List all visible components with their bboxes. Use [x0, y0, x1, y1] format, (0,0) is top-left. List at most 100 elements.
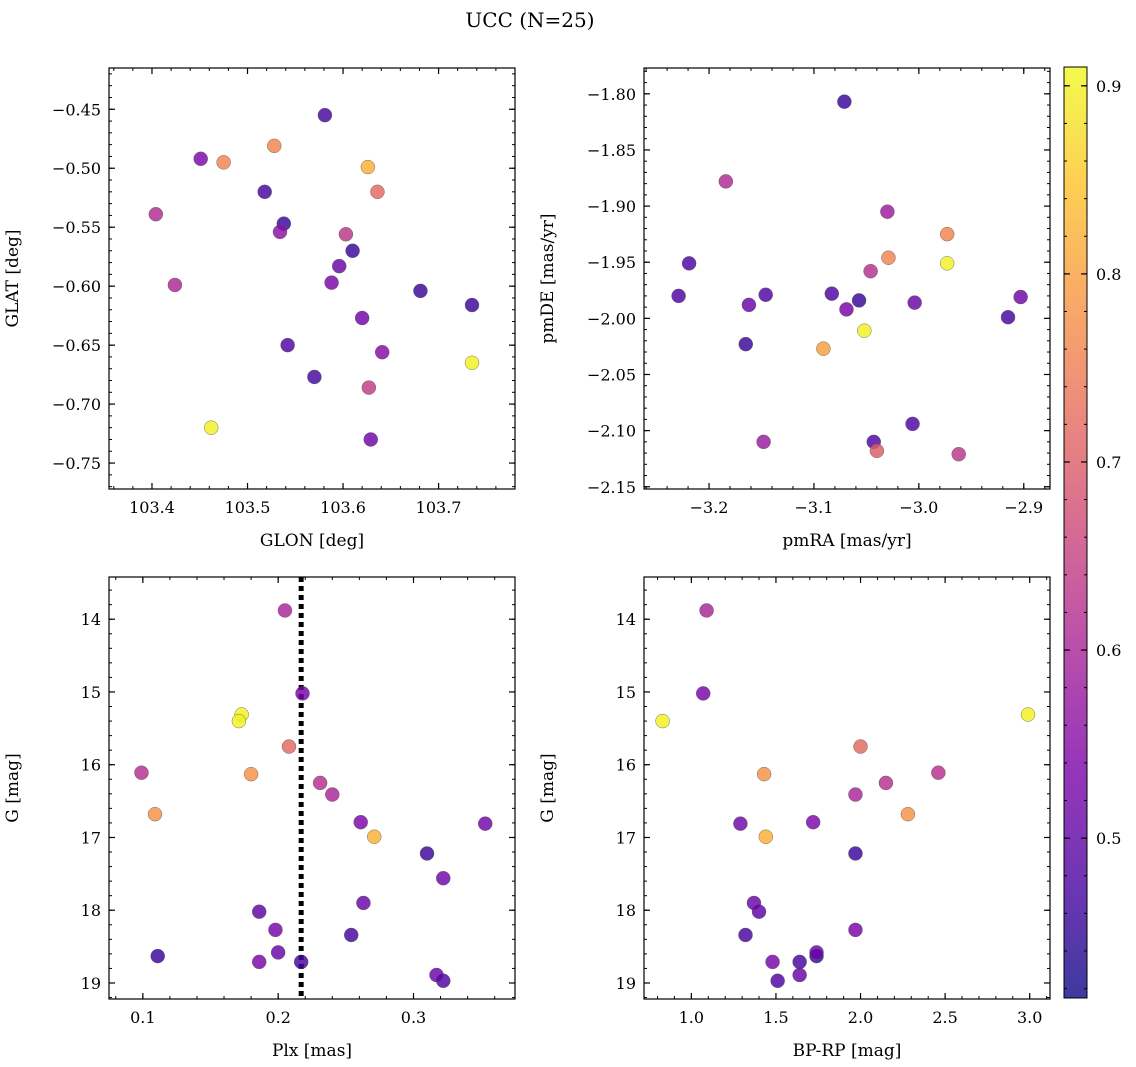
scatter-point: [671, 288, 686, 304]
scatter-point: [907, 295, 922, 310]
y-tick-label: −2.05: [587, 365, 636, 384]
scatter-point: [853, 739, 868, 754]
colorbar-gradient: [1064, 67, 1087, 998]
x-axis-label: BP-RP [mag]: [793, 1041, 902, 1061]
scatter-point: [464, 355, 480, 371]
axes-frame: [643, 576, 1051, 1000]
y-tick-label: −1.90: [587, 197, 636, 216]
scatter-point: [696, 686, 711, 701]
x-tick-label: −3.0: [899, 498, 938, 517]
colorbar-frame: [1063, 66, 1088, 999]
y-tick-label: −0.75: [52, 454, 101, 473]
y-tick-label: 16: [616, 756, 636, 775]
scatter-point: [681, 256, 697, 271]
scatter-point: [252, 954, 267, 970]
scatter-point: [436, 871, 451, 886]
y-tick-label: −0.60: [52, 277, 101, 296]
x-tick-label: 2.5: [932, 1008, 957, 1027]
scatter-point: [951, 446, 966, 462]
x-tick-label: −3.1: [795, 498, 834, 517]
scatter-point: [756, 434, 771, 450]
x-tick-label: 1.0: [679, 1008, 704, 1027]
colorbar-tick-label: 0.9: [1096, 77, 1121, 96]
y-tick-label: −1.80: [587, 85, 636, 104]
y-tick-label: 17: [81, 828, 101, 847]
scatter-point: [824, 286, 839, 301]
scatter-point: [307, 369, 322, 385]
scatter-point: [295, 686, 310, 701]
scatter-point: [231, 713, 247, 729]
minor-ticks: [644, 577, 1050, 999]
x-tick-label: 0.2: [265, 1008, 290, 1027]
y-tick-label: −0.45: [52, 100, 101, 119]
colorbar-tick-label: 0.5: [1096, 829, 1121, 848]
scatter-point: [738, 336, 753, 352]
scatter-point: [699, 603, 714, 618]
y-tick-label: −0.70: [52, 395, 101, 414]
minor-ticks: [109, 68, 516, 489]
y-axis-label: G [mag]: [538, 753, 558, 822]
scatter-point: [353, 814, 368, 830]
scatter-point: [324, 275, 339, 290]
scatter-point: [839, 302, 854, 317]
scatter-point: [848, 846, 863, 861]
scatter-point: [758, 287, 773, 302]
scatter-point: [243, 766, 259, 782]
scatter-point: [363, 432, 378, 447]
scatter-point: [1000, 310, 1016, 325]
scatter-point: [765, 954, 780, 970]
x-tick-label: 103.7: [416, 498, 462, 517]
x-tick-label: 2.0: [848, 1008, 873, 1027]
y-tick-label: 14: [81, 610, 101, 629]
scatter-point: [464, 297, 480, 313]
y-tick-label: 18: [81, 901, 101, 920]
x-tick-label: 1.5: [763, 1008, 788, 1027]
scatter-point: [325, 787, 340, 802]
y-tick-label: 16: [81, 756, 101, 775]
scatter-point: [792, 967, 807, 983]
scatter-point: [738, 927, 753, 943]
x-axis-label: GLON [deg]: [260, 531, 364, 551]
scatter-point: [851, 293, 867, 308]
scatter-point: [880, 204, 895, 219]
scatter-point: [816, 341, 831, 356]
scatter-point: [848, 787, 863, 802]
scatter-point: [741, 297, 757, 313]
scatter-point: [167, 277, 183, 293]
axes-frame: [108, 576, 516, 1000]
scatter-point: [345, 243, 360, 258]
scatter-point: [655, 713, 670, 729]
y-tick-label: −2.10: [587, 422, 636, 441]
panel-bottom-right: 1.0 1.5 2.0 2.5 3.0 14 15 16 17 18 19 BP-RP [mag] G …: [538, 576, 1051, 1061]
colorbar: 0.5 0.6 0.7 0.8 0.9: [1063, 66, 1121, 999]
scatter-point: [257, 184, 272, 200]
y-tick-label: 14: [616, 610, 636, 629]
scatter-point: [756, 766, 772, 782]
scatter-point: [272, 224, 288, 240]
scatter-point: [931, 765, 946, 780]
scatter-point: [134, 765, 149, 780]
scatter-point: [317, 107, 333, 123]
scatter-point: [367, 829, 382, 844]
y-tick-label: 19: [81, 974, 101, 993]
scatter-point: [1013, 289, 1028, 305]
x-tick-label: −2.9: [1004, 498, 1043, 517]
y-tick-label: 15: [81, 683, 101, 702]
scatter-point: [252, 904, 267, 919]
x-tick-label: 3.0: [1017, 1008, 1042, 1027]
scatter-point: [905, 416, 920, 432]
y-tick-label: 17: [616, 828, 636, 847]
scatter-point: [344, 927, 359, 943]
scatter-point: [270, 945, 286, 960]
scatter-point: [419, 846, 435, 861]
x-tick-label: 103.6: [320, 498, 366, 517]
x-axis-label: Plx [mas]: [272, 1041, 352, 1061]
y-axis-label: GLAT [deg]: [3, 229, 23, 327]
scatter-point: [354, 310, 370, 326]
scatter-point: [360, 159, 376, 175]
panel-bottom-left: 0.1 0.2 0.3 14 15 16 17 18 19 Plx [mas] G [mag]: [3, 576, 516, 1061]
y-tick-label: 15: [616, 683, 636, 702]
x-tick-label: −3.2: [690, 498, 729, 517]
colorbar-tick-label: 0.6: [1096, 641, 1121, 660]
scatter-point: [758, 829, 773, 844]
